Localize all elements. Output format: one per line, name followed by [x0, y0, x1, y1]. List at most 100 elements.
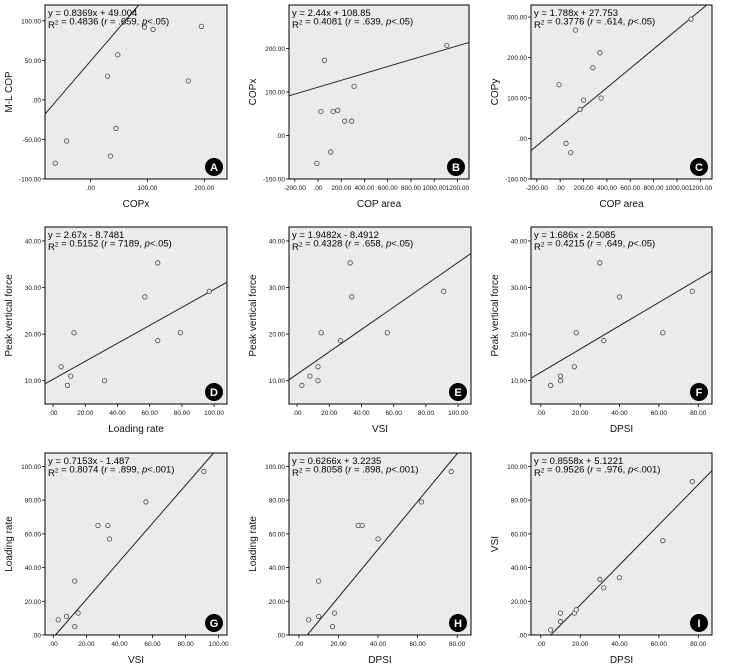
data-point	[141, 24, 148, 30]
data-point	[318, 108, 324, 115]
data-point	[306, 617, 312, 623]
y-tick-label: 100.00	[507, 96, 527, 103]
data-point	[375, 536, 381, 542]
y-tick-label: .00	[276, 633, 285, 640]
y-tick-label: 20.00	[511, 332, 528, 339]
data-point	[72, 578, 78, 584]
x-tick-label: 1200.00	[689, 185, 713, 192]
y-tick-label: 40.00	[25, 565, 42, 572]
data-point	[315, 378, 321, 384]
y-tick-label: 20.00	[511, 599, 528, 606]
data-point	[418, 499, 425, 505]
y-axis-label: Loading rate	[248, 516, 259, 572]
data-point	[590, 65, 596, 71]
chart-panel-d: .00 20.00 40.00 60.00 80.00 100.00 10.00 20.00 3…	[4, 226, 228, 435]
x-tick-label: 20.00	[330, 641, 347, 648]
plot-area	[288, 452, 472, 636]
y-tick-label: -100.00	[263, 177, 285, 184]
chart-panel-b: -200.00 .00 200.00 400.00 600.00 800.00 1000.0…	[248, 4, 470, 210]
regression-line	[288, 253, 472, 381]
y-tick-label: 100.00	[21, 18, 41, 25]
data-point	[660, 330, 666, 336]
x-tick-label: .00	[49, 641, 58, 648]
x-tick-label: 60.00	[651, 410, 668, 417]
y-tick-label: 100.00	[265, 90, 285, 97]
panel-letter: F	[696, 387, 703, 399]
x-axis-label: DPSI	[610, 424, 633, 435]
y-tick-label: 200.00	[507, 55, 527, 62]
data-point	[571, 364, 577, 370]
y-tick-label: 80.00	[25, 498, 42, 505]
x-axis-label: DPSI	[610, 655, 633, 666]
plot-area	[530, 226, 713, 405]
x-tick-label: 600.00	[378, 185, 398, 192]
y-tick-label: 40.00	[25, 238, 42, 245]
regression-equation: y = 1.686x - 2.5085	[534, 230, 616, 241]
data-point	[63, 613, 70, 620]
x-tick-label: 100.00	[448, 410, 468, 417]
panel-letter: C	[695, 162, 703, 174]
data-point	[64, 382, 71, 388]
x-tick-label: -200.00	[284, 185, 306, 192]
data-point	[68, 373, 74, 379]
x-tick-label: 600.00	[620, 185, 640, 192]
y-tick-label: 40.00	[511, 238, 528, 245]
y-axis-label: M-L COP	[4, 71, 15, 113]
chart-panel-c: -200.00.00 200.00 400.00 600.00 800.00 1000.0…	[490, 4, 713, 210]
data-point	[105, 522, 111, 529]
y-tick-label: 10.00	[25, 378, 42, 385]
panel-letter-badge	[447, 158, 465, 176]
data-point	[307, 373, 313, 379]
x-axis-label: VSI	[372, 424, 388, 435]
y-tick-label: 40.00	[269, 238, 286, 245]
r-squared-annotation: R2 = 0.4836 (r = .659, p<.05)	[48, 17, 169, 32]
x-tick-label: 60.00	[142, 410, 159, 417]
regression-line	[44, 4, 140, 115]
data-point	[384, 330, 390, 336]
data-point	[580, 97, 587, 103]
regression-equation: y = 2.67x - 8.7481	[48, 230, 124, 241]
data-point	[106, 536, 113, 542]
x-tick-label: 60.00	[144, 641, 161, 648]
y-tick-label: -100.00	[505, 177, 527, 184]
data-point	[299, 382, 305, 388]
data-point	[55, 617, 61, 623]
data-point	[601, 338, 607, 344]
r-squared-annotation: R2 = 0.3776 (r = .614, p<.05)	[534, 17, 655, 32]
y-axis-label: COPx	[248, 79, 259, 106]
data-point	[616, 294, 623, 300]
data-point	[206, 288, 212, 294]
x-tick-label: 80.00	[418, 410, 435, 417]
y-tick-label: 80.00	[511, 498, 528, 505]
x-tick-label: 20.00	[77, 410, 94, 417]
regression-equation: y = 0.7153x - 1.487	[48, 456, 130, 467]
y-tick-label: 300.00	[507, 15, 527, 22]
data-point	[573, 330, 579, 336]
y-tick-label: .00	[276, 133, 285, 140]
y-tick-label: .00	[518, 633, 527, 640]
x-tick-label: .00	[536, 641, 545, 648]
plot-area	[530, 452, 713, 636]
data-point	[150, 26, 156, 33]
panel-letter-badge	[690, 383, 708, 401]
x-tick-label: 80.00	[690, 641, 707, 648]
r-squared-annotation: R2 = 0.5152 (r = 7189, p<.05)	[48, 239, 172, 254]
x-tick-label: 400.00	[597, 185, 617, 192]
data-point	[331, 610, 338, 616]
data-point	[557, 378, 564, 384]
data-point	[351, 83, 357, 89]
regression-line	[288, 41, 470, 97]
regression-equation: y = 1.788x + 27.753	[534, 8, 618, 19]
data-point	[597, 50, 603, 56]
regression-equation: y = 0.8558x + 5.1221	[534, 456, 623, 467]
r-squared-annotation: R2 = 0.8074 (r = .899, p<.001)	[48, 465, 174, 480]
data-point	[155, 260, 161, 266]
data-point	[113, 125, 119, 131]
x-tick-label: 80.00	[177, 641, 194, 648]
x-tick-label: 200.00	[194, 185, 214, 192]
data-point	[142, 294, 148, 300]
data-point	[563, 140, 569, 146]
plot-area	[288, 226, 472, 405]
x-tick-label: 1000.00	[665, 185, 689, 192]
panel-letter-badge	[205, 383, 223, 401]
